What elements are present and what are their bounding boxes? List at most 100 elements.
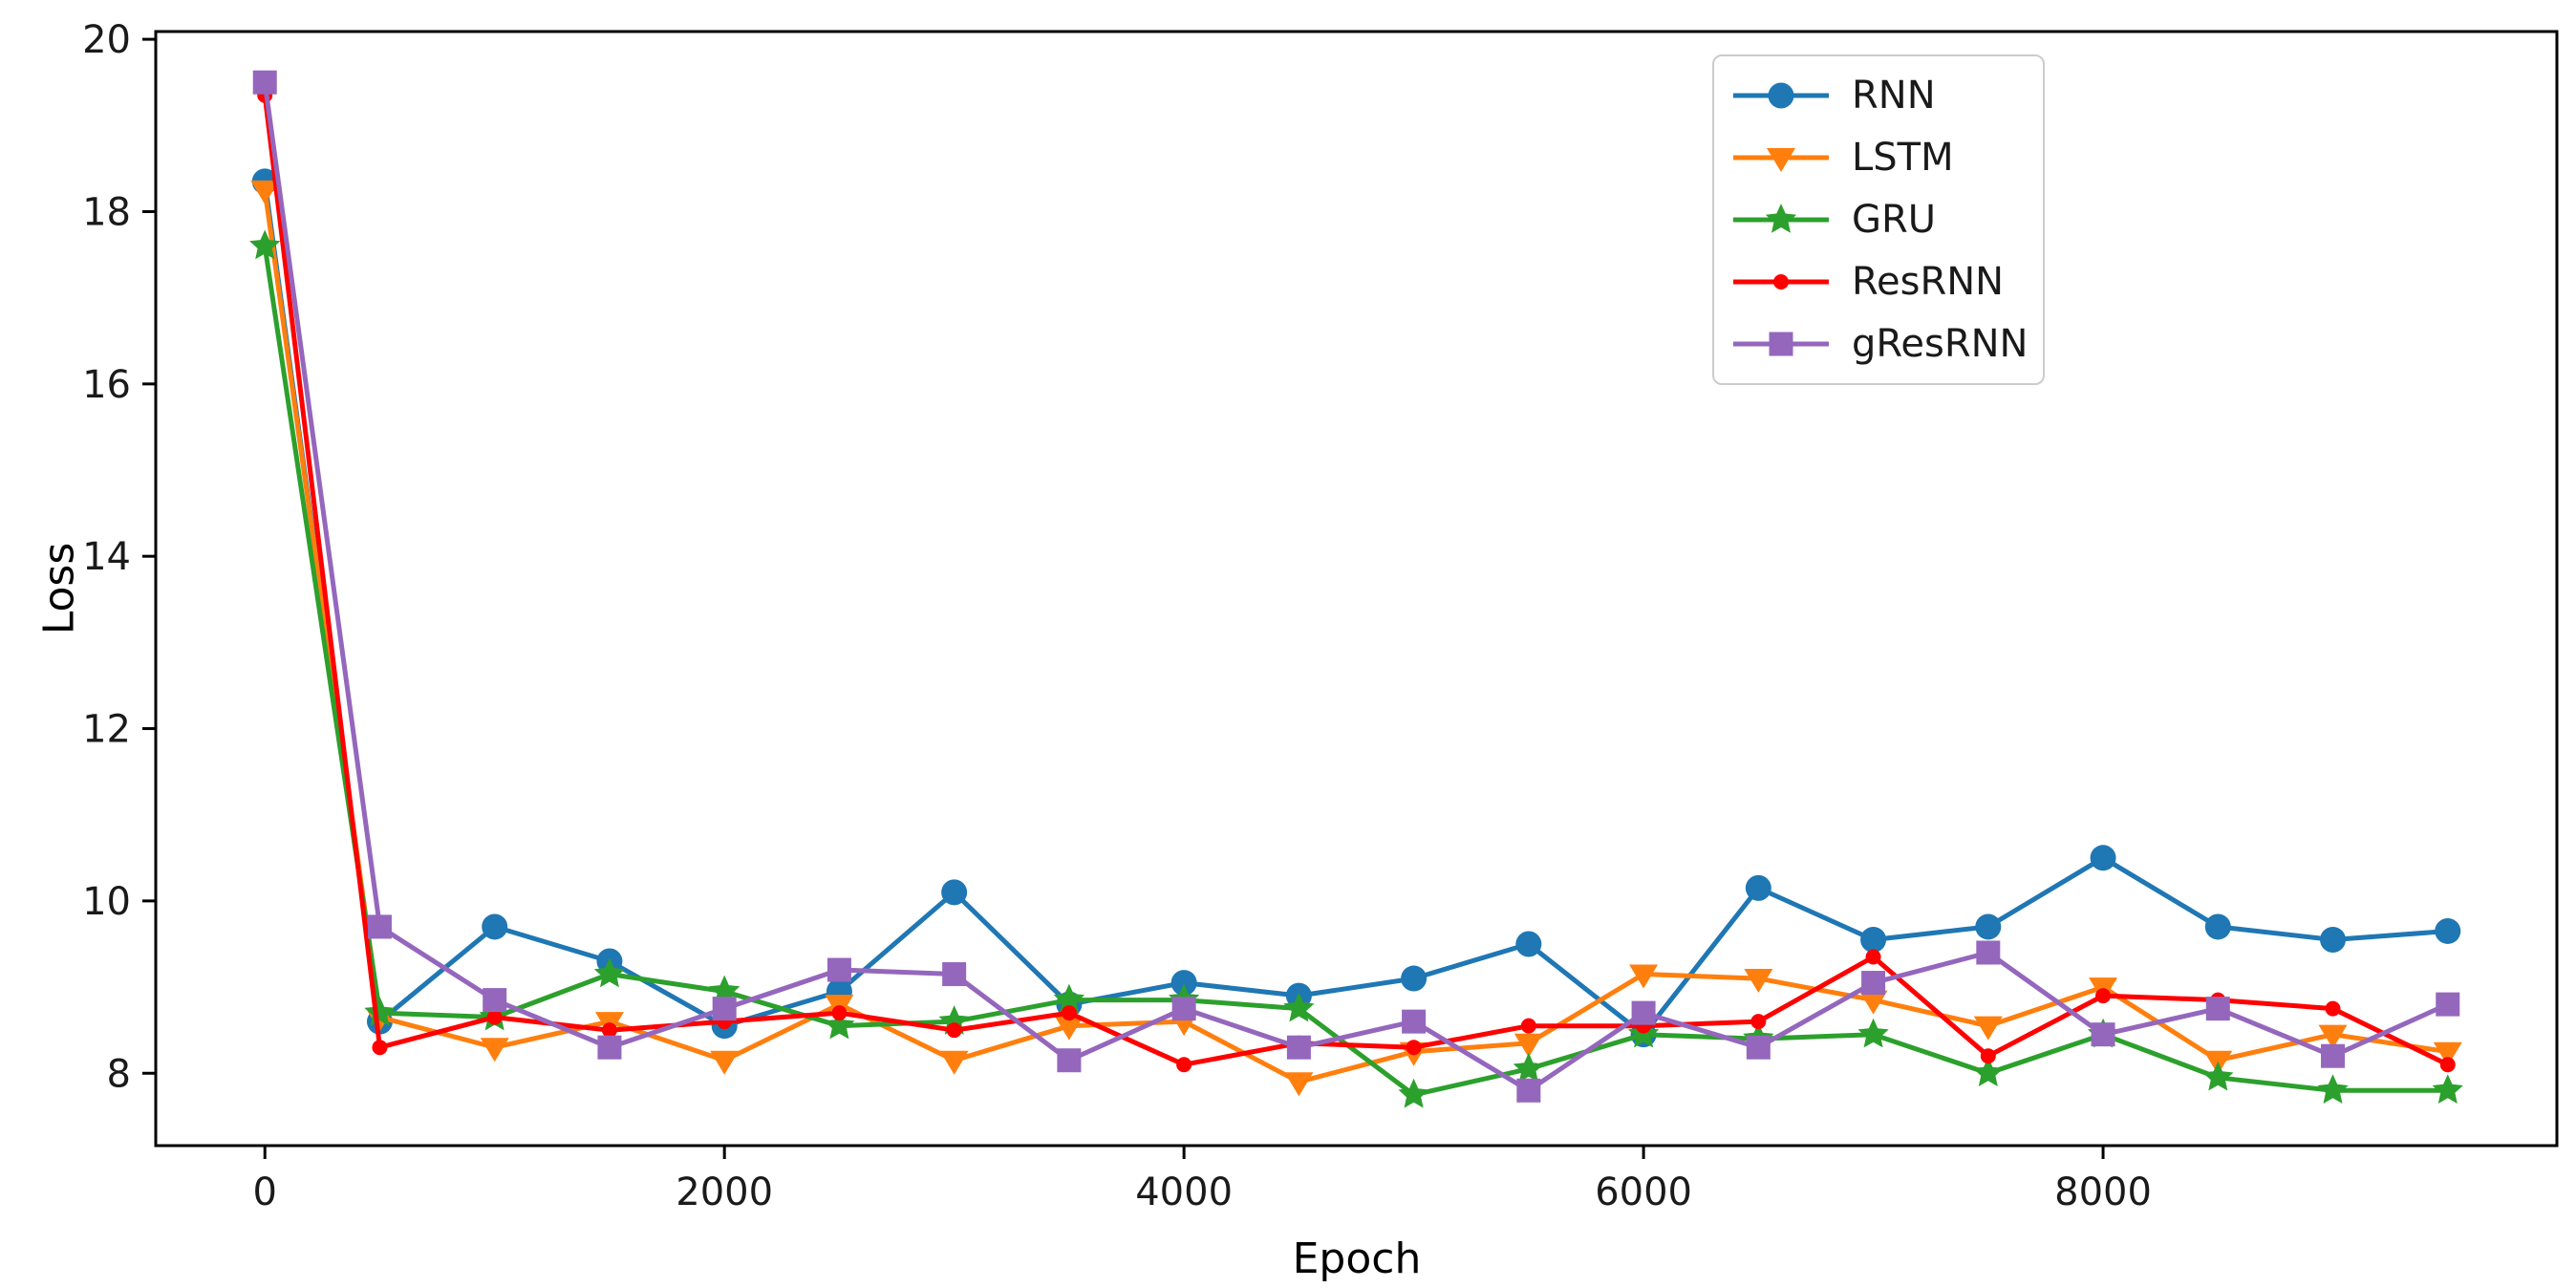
star-marker xyxy=(1857,1018,1889,1048)
triangle-down-marker xyxy=(939,1050,969,1075)
star-marker xyxy=(2202,1061,2234,1091)
square-marker xyxy=(1402,1009,1427,1034)
plot-frame xyxy=(154,30,2559,1148)
y-tick-label: 14 xyxy=(82,535,131,579)
circle-marker xyxy=(2320,926,2347,953)
y-tick-label: 12 xyxy=(82,708,131,752)
x-axis-label: Epoch xyxy=(1292,1234,1422,1283)
dot-marker xyxy=(2325,1000,2341,1017)
triangle-down-marker xyxy=(2318,1024,2348,1049)
star-marker xyxy=(593,957,626,988)
triangle-down-marker xyxy=(2433,1041,2462,1066)
triangle-down-marker xyxy=(1858,990,1888,1015)
circle-marker xyxy=(1170,970,1197,997)
legend: RNN LSTM GRU ResRNN gResRNN xyxy=(1712,54,2045,385)
triangle-down-marker xyxy=(1513,1033,1543,1058)
triangle-down-marker xyxy=(1767,148,1795,172)
circle-marker xyxy=(2090,845,2116,871)
star-marker xyxy=(2317,1074,2349,1104)
dot-marker xyxy=(1865,949,1881,965)
circle-marker xyxy=(1515,931,1542,957)
circle-marker xyxy=(941,879,968,906)
circle-marker xyxy=(2204,913,2231,940)
triangle-down-marker xyxy=(1973,1016,2003,1041)
dot-marker xyxy=(946,1022,962,1039)
square-marker xyxy=(2436,992,2460,1017)
square-marker xyxy=(1631,1000,1656,1025)
legend-label: ResRNN xyxy=(1852,260,2005,304)
dot-marker xyxy=(2439,1057,2456,1073)
square-marker xyxy=(1516,1078,1541,1103)
x-tick-label: 8000 xyxy=(2054,1170,2152,1214)
square-marker xyxy=(1861,971,1886,996)
series-GRU xyxy=(249,229,2463,1108)
square-marker xyxy=(1286,1035,1311,1060)
circle-marker xyxy=(1860,926,1887,953)
dot-marker xyxy=(1750,1014,1767,1030)
star-marker xyxy=(2432,1074,2463,1104)
legend-label: LSTM xyxy=(1852,136,1954,180)
dot-marker xyxy=(1980,1048,1996,1064)
dot-marker xyxy=(372,1040,388,1056)
dot-marker xyxy=(1176,1057,1192,1073)
legend-sample-square xyxy=(1733,332,1829,356)
legend-sample-circle xyxy=(1733,82,1829,109)
y-tick-label: 16 xyxy=(82,363,131,407)
triangle-down-marker xyxy=(1744,969,1773,994)
triangle-down-marker xyxy=(250,180,280,204)
square-marker xyxy=(367,914,392,939)
triangle-down-marker xyxy=(1284,1072,1314,1097)
legend-item-LSTM: LSTM xyxy=(1728,130,2029,185)
square-marker xyxy=(2321,1043,2346,1068)
circle-marker xyxy=(1745,874,1771,901)
series-ResRNN xyxy=(257,87,2456,1073)
dot-marker xyxy=(831,1005,848,1021)
legend-item-ResRNN: ResRNN xyxy=(1728,254,2029,310)
y-axis-label: Loss xyxy=(34,542,84,635)
triangle-down-marker xyxy=(710,1050,740,1075)
square-marker xyxy=(2091,1022,2115,1047)
circle-marker xyxy=(482,913,508,940)
square-marker xyxy=(483,988,507,1013)
star-marker xyxy=(1765,204,1797,233)
series-line-GRU xyxy=(262,246,2448,1098)
dot-marker xyxy=(1520,1018,1536,1034)
square-marker xyxy=(712,997,737,1021)
series-line-ResRNN xyxy=(262,95,2449,1067)
axis-ticks: 0 2000 4000 6000 8000 8 10 12 14 16 18 20 xyxy=(82,18,2152,1214)
triangle-down-marker xyxy=(480,1038,509,1063)
series-line-gResRNN xyxy=(262,81,2449,1093)
y-tick-label: 20 xyxy=(82,18,131,62)
series-gResRNN xyxy=(252,70,2460,1103)
legend-sample-triangle-down xyxy=(1733,148,1829,172)
legend-label: gResRNN xyxy=(1852,322,2029,366)
star-marker xyxy=(1053,983,1085,1014)
dot-marker xyxy=(601,1022,617,1039)
square-marker xyxy=(1057,1048,1082,1073)
legend-sample-star xyxy=(1733,204,1829,233)
square-marker xyxy=(1769,332,1793,356)
legend-sample-dot xyxy=(1733,274,1829,290)
star-marker xyxy=(249,229,281,260)
square-marker xyxy=(597,1035,622,1060)
series-line-RNN xyxy=(262,181,2448,1038)
x-tick-label: 2000 xyxy=(676,1170,773,1214)
star-marker xyxy=(1972,1057,2004,1086)
star-marker xyxy=(1513,1052,1544,1083)
square-marker xyxy=(1171,997,1196,1021)
square-marker xyxy=(942,962,967,987)
triangle-down-marker xyxy=(1054,1016,1084,1041)
square-marker xyxy=(1976,940,2001,965)
legend-label: RNN xyxy=(1852,74,1936,118)
x-tick-label: 6000 xyxy=(1595,1170,1692,1214)
legend-item-RNN: RNN xyxy=(1728,68,2029,123)
circle-marker xyxy=(1401,965,1428,992)
triangle-down-marker xyxy=(1629,964,1659,989)
series-line-LSTM xyxy=(262,189,2449,1084)
circle-marker xyxy=(2435,917,2461,944)
dot-marker xyxy=(2095,988,2112,1004)
y-tick-label: 18 xyxy=(82,190,131,234)
y-tick-label: 10 xyxy=(82,880,131,924)
